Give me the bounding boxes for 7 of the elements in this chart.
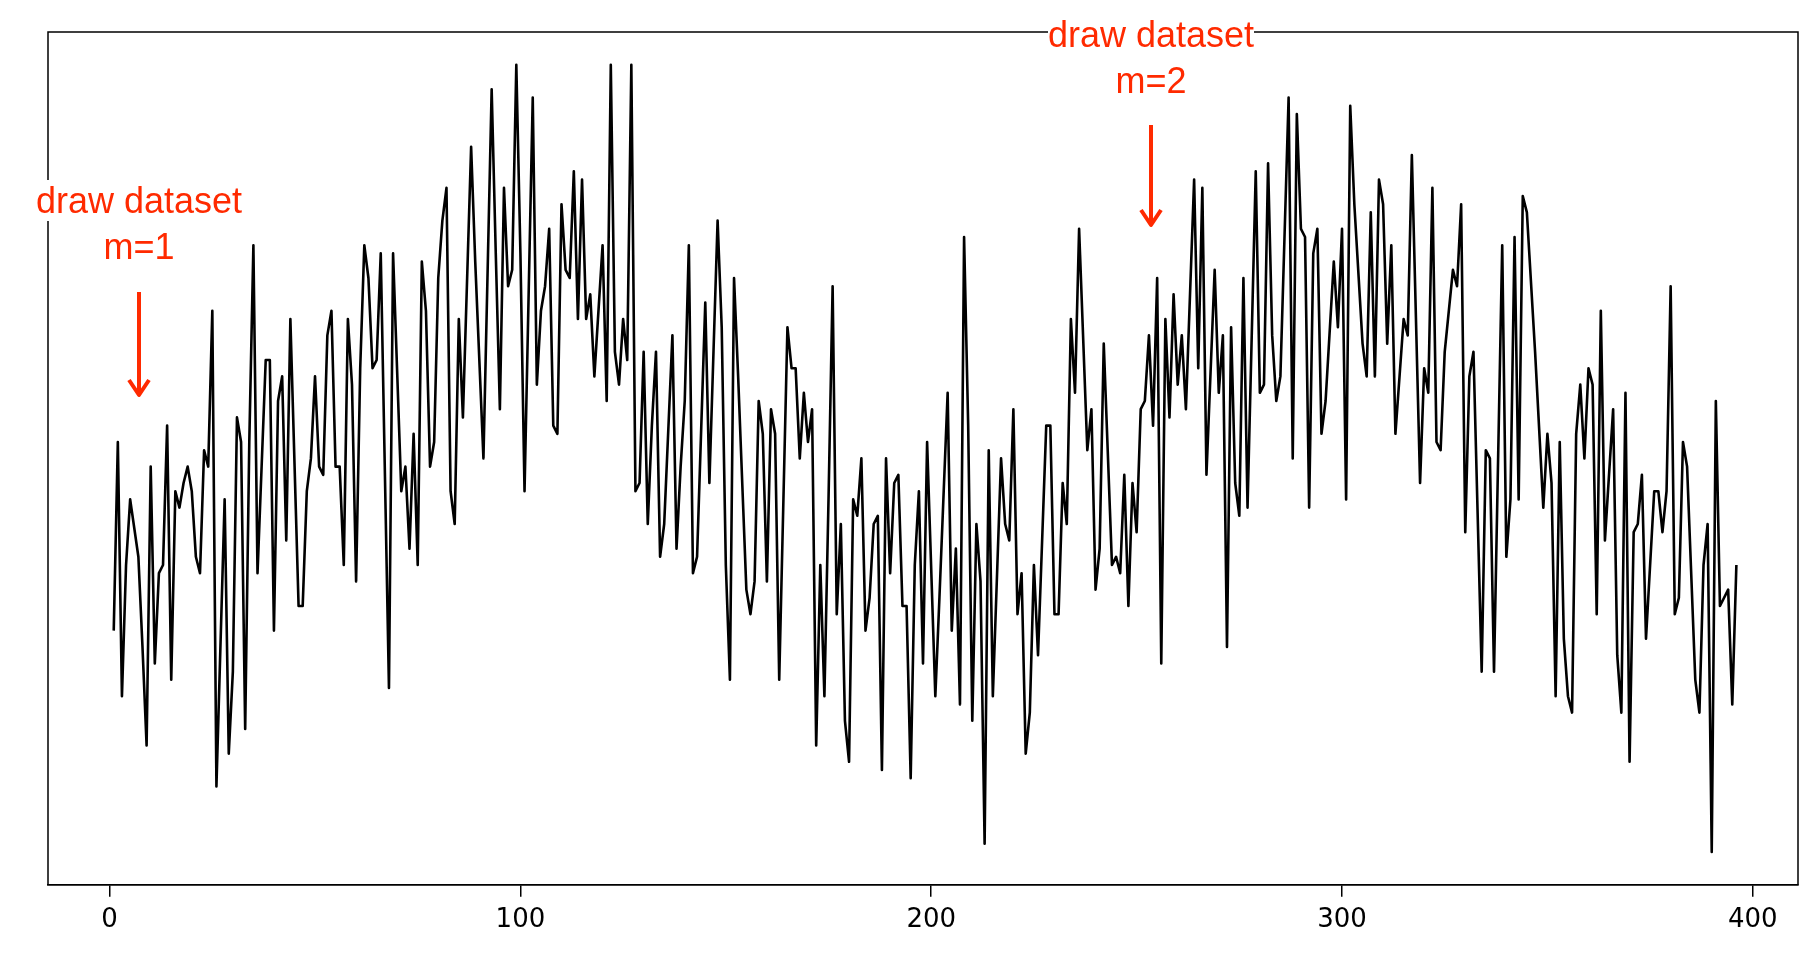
annotation: draw dataset m=1: [35, 180, 243, 267]
x-tick-label: 300: [1317, 903, 1367, 934]
annotation: draw dataset m=2: [1047, 14, 1255, 101]
x-tick-label: 400: [1727, 903, 1778, 934]
x-tick-label: 200: [906, 903, 957, 934]
x-tick-label: 0: [101, 903, 118, 934]
x-tick-label: 100: [495, 903, 546, 934]
